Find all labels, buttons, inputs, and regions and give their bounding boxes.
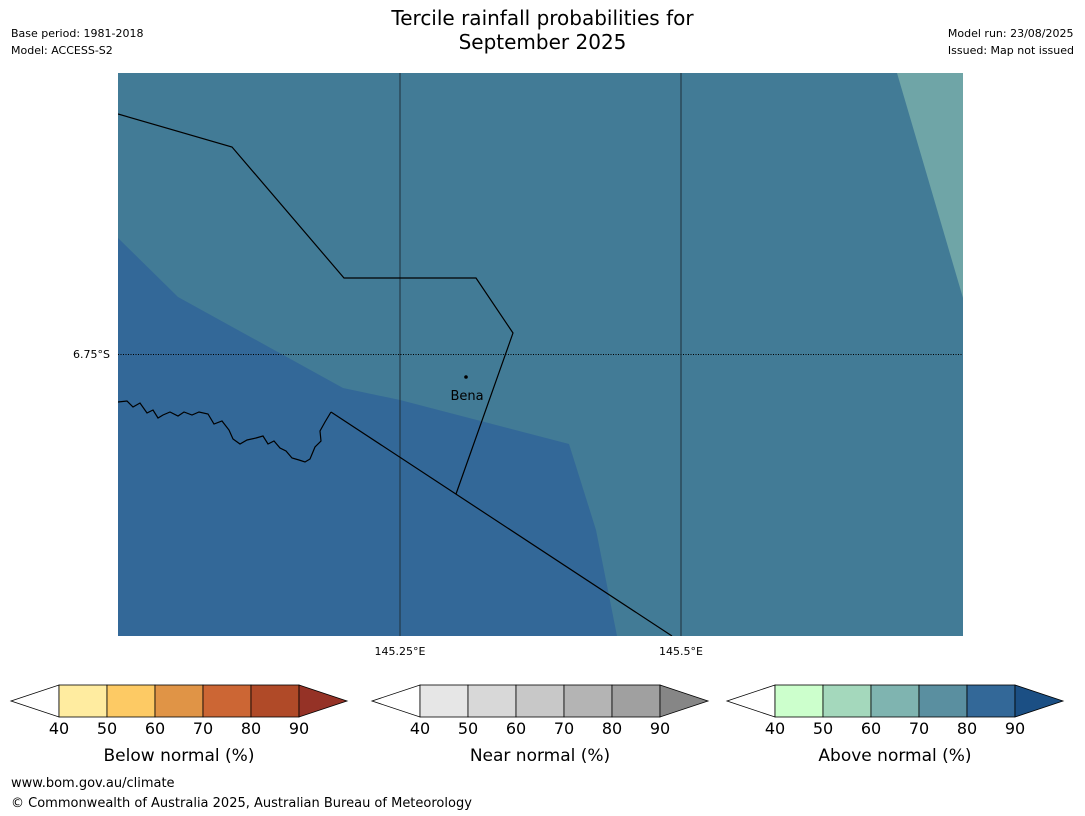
below-colorbar-segment [202,684,252,718]
near-colorbar-extend-high [659,684,710,718]
near-colorbar-tick-label: 60 [506,719,526,738]
province-boundary [330,411,673,636]
above-colorbar-segment [870,684,920,718]
near-colorbar-tick-label: 90 [650,719,670,738]
bena-location-marker [464,375,468,379]
near-colorbar-segment [515,684,565,718]
near-colorbar-segment [563,684,613,718]
lon-label-2: 145.5°E [659,645,703,658]
above-colorbar-tick-label: 40 [765,719,785,738]
legend: 40 50 60 70 80 90 Below normal (%) 40 50 60 70 80 9… [9,684,1065,766]
base-period-text: Base period: 1981-2018 [11,27,144,40]
above-colorbar-tick-label: 50 [813,719,833,738]
lat-label: 6.75°S [73,348,110,361]
near-colorbar-extend-low [370,684,421,718]
near-colorbar-tick-label: 80 [602,719,622,738]
footer-url: www.bom.gov.au/climate [11,776,175,791]
region-above-60-70 [897,73,963,298]
near-colorbar-segment [419,684,469,718]
river-coastline [118,400,332,463]
colorbar-below: 40 50 60 70 80 90 Below normal (%) [9,684,349,766]
metadata-right: Model run: 23/08/2025 Issued: Map not is… [948,25,1074,59]
above-colorbar-segment [918,684,968,718]
above-colorbar-tick-label: 70 [909,719,929,738]
above-colorbar-title: Above normal (%) [818,746,971,766]
near-colorbar-segment [611,684,661,718]
colorbar-above: 40 50 60 70 80 90 Above normal (%) [725,684,1065,766]
region-above-80-90 [118,238,617,636]
above-colorbar-tick-label: 80 [957,719,977,738]
place-label-bena: Bena [450,389,483,404]
footer: www.bom.gov.au/climate © Commonwealth of… [11,774,472,814]
above-colorbar-extend-low [725,684,776,718]
below-colorbar-segment [250,684,300,718]
below-colorbar-tick-label: 60 [145,719,165,738]
above-colorbar-extend-high [1014,684,1065,718]
above-colorbar-segment [966,684,1016,718]
below-colorbar-tick-label: 80 [241,719,261,738]
below-colorbar-tick-label: 50 [97,719,117,738]
below-colorbar-segment [58,684,108,718]
near-colorbar-tick-label: 70 [554,719,574,738]
map-title-line1: Tercile rainfall probabilities for [391,6,694,30]
near-colorbar-tick-label: 50 [458,719,478,738]
below-colorbar-segment [106,684,156,718]
below-colorbar-tick-label: 40 [49,719,69,738]
near-colorbar-segment [467,684,517,718]
model-text: Model: ACCESS-S2 [11,44,113,57]
below-colorbar-tick-label: 70 [193,719,213,738]
map-title-line2: September 2025 [458,30,627,54]
map: Bena 6.75°S 145.25°E 145.5°E [73,73,963,658]
issued-text: Issued: Map not issued [947,44,1074,57]
below-colorbar-title: Below normal (%) [104,746,255,766]
footer-copyright: © Commonwealth of Australia 2025, Austra… [11,796,472,811]
lon-label-1: 145.25°E [375,645,426,658]
above-colorbar-segment [822,684,872,718]
model-run-text: Model run: 23/08/2025 [947,27,1074,40]
district-boundary [118,113,514,495]
below-colorbar-extend-low [9,684,60,718]
map-title: Tercile rainfall probabilities for Septe… [0,6,1085,54]
metadata-left: Base period: 1981-2018 Model: ACCESS-S2 [11,25,143,59]
near-colorbar-title: Near normal (%) [470,746,610,766]
below-colorbar-tick-label: 90 [289,719,309,738]
below-colorbar-segment [154,684,204,718]
colorbar-near: 40 50 60 70 80 90 Near normal (%) [370,684,710,766]
near-colorbar-tick-label: 40 [410,719,430,738]
below-colorbar-extend-high [298,684,349,718]
above-colorbar-tick-label: 90 [1005,719,1025,738]
above-colorbar-tick-label: 60 [861,719,881,738]
above-colorbar-segment [774,684,824,718]
